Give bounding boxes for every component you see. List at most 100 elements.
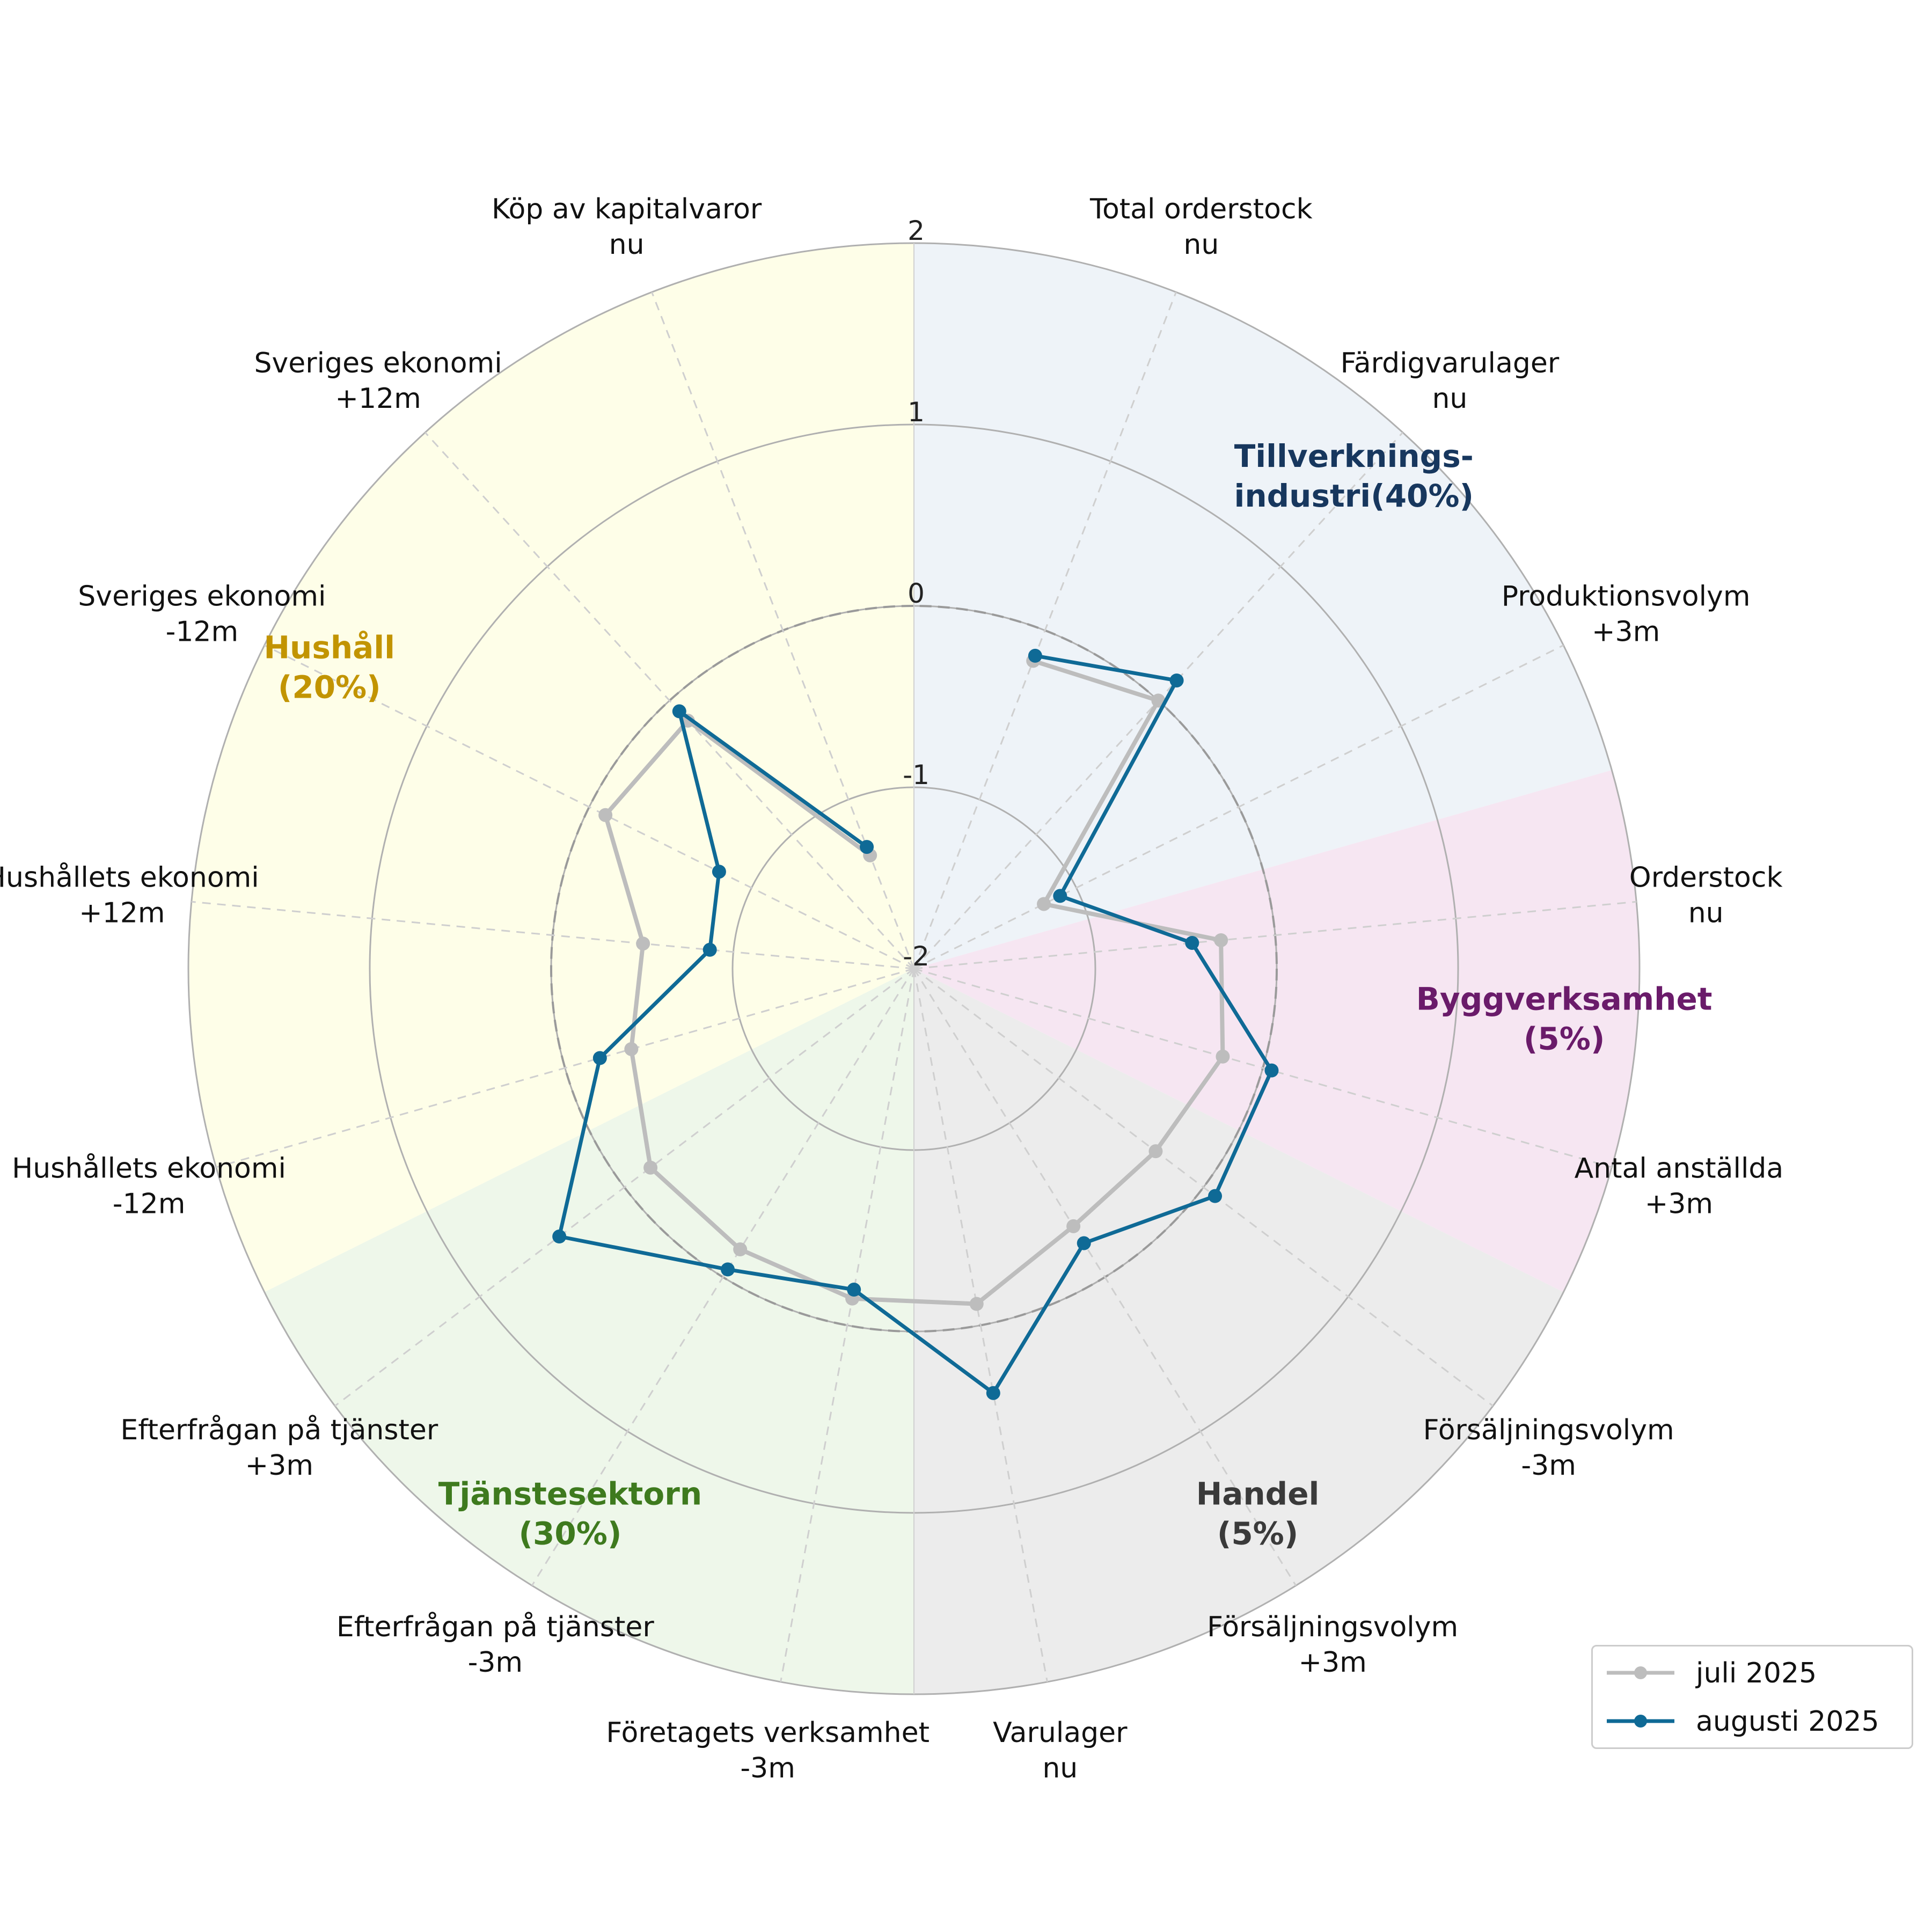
spoke-8 (780, 968, 915, 1682)
axis-label-3-line-0: Orderstock (1629, 861, 1783, 894)
series-1-point-1 (1169, 673, 1184, 687)
spoke-12 (191, 901, 914, 970)
spoke-6 (913, 968, 1297, 1586)
sector-wedge-tillverkning (914, 243, 1612, 969)
sector-wedge-hushall (188, 243, 914, 1292)
axis-label-12-line-1: +12m (79, 897, 165, 929)
spoke-13 (264, 645, 914, 970)
axis-label-12: Hushållets ekonomi +12m (0, 861, 259, 929)
series-1-point-13 (712, 865, 726, 879)
sector-label-handel-line-0: Handel (1196, 1476, 1320, 1512)
series-1-point-10 (552, 1230, 567, 1244)
axis-label-9: Efterfrågan på tjänster -3m (336, 1611, 654, 1679)
axis-label-10: Efterfrågan på tjänster +3m (120, 1414, 438, 1482)
series-1-point-2 (1053, 889, 1067, 903)
axis-label-8-line-0: Företagets verksamhet (606, 1717, 930, 1749)
series-1-point-0 (1028, 648, 1042, 663)
radial-tick-label-0: -2 (903, 941, 930, 972)
sector-label-bygg-line-1: (5%) (1524, 1020, 1605, 1057)
axis-label-14: Sveriges ekonomi +12m (254, 347, 502, 415)
axis-spokes (191, 291, 1637, 1682)
axis-label-7-line-1: nu (1042, 1752, 1078, 1784)
axis-label-3-line-1: nu (1688, 897, 1724, 929)
legend-item-juli: juli 2025 (1593, 1654, 1912, 1692)
axis-label-12-line-0: Hushållets ekonomi (0, 861, 259, 894)
axis-label-14-line-0: Sveriges ekonomi (254, 347, 502, 379)
spoke-10 (334, 968, 914, 1407)
axis-label-2-line-1: +3m (1592, 616, 1660, 648)
legend-swatch-juli (1607, 1666, 1674, 1679)
spoke-0 (913, 291, 1177, 969)
sector-label-tillverkning-line-1: industri(40%) (1234, 478, 1474, 514)
series-0-point-13 (598, 808, 613, 822)
spoke-5 (913, 968, 1494, 1407)
legend-swatch-augusti (1607, 1715, 1674, 1728)
axis-label-8: Företagets verksamhet -3m (606, 1717, 930, 1784)
axis-label-11-line-1: -12m (113, 1188, 186, 1220)
axis-label-6-line-1: +3m (1299, 1646, 1367, 1679)
spoke-7 (913, 968, 1048, 1682)
sector-label-handel: Handel (5%) (1196, 1476, 1320, 1552)
series-1-point-12 (702, 942, 717, 957)
spoke-4 (913, 968, 1612, 1168)
series-1-point-14 (672, 704, 686, 719)
sector-label-handel-line-1: (5%) (1217, 1516, 1299, 1552)
series-1-point-3 (1185, 935, 1199, 950)
series-1-point-11 (592, 1051, 607, 1065)
axis-label-5-line-0: Försäljningsvolym (1423, 1414, 1674, 1446)
sector-label-tillverkning: Tillverknings-industri(40%) (1234, 438, 1474, 514)
sector-wedge-bygg (914, 770, 1640, 1292)
axis-label-2: Produktionsvolym +3m (1502, 580, 1751, 648)
series-0-point-10 (643, 1160, 658, 1175)
series-1-point-9 (721, 1262, 735, 1277)
series-0-point-9 (733, 1242, 748, 1257)
axis-label-6: Försäljningsvolym +3m (1207, 1611, 1458, 1679)
axis-label-13-line-0: Sveriges ekonomi (78, 580, 326, 612)
spoke-2 (913, 645, 1564, 970)
axis-label-4-line-0: Antal anställda (1575, 1153, 1784, 1185)
radial-grid (187, 242, 1641, 1695)
series-0-point-4 (1216, 1049, 1230, 1064)
sector-label-tjanst-line-1: (30%) (519, 1516, 622, 1552)
axis-label-9-line-0: Efterfrågan på tjänster (336, 1611, 654, 1643)
axis-label-5-line-1: -3m (1521, 1450, 1576, 1482)
legend: juli 2025 augusti 2025 (1591, 1645, 1913, 1749)
spoke-11 (216, 968, 914, 1168)
sector-label-tjanst-line-0: Tjänstesektorn (438, 1476, 702, 1512)
axis-label-4: Antal anställda +3m (1575, 1153, 1784, 1220)
radial-tick-labels: -2 -1 0 1 2 (903, 215, 930, 972)
series-1-point-4 (1264, 1063, 1279, 1078)
series-0-point-7 (969, 1297, 984, 1311)
legend-item-augusti: augusti 2025 (1593, 1702, 1912, 1740)
data-series (552, 648, 1279, 1400)
series-1-point-15 (860, 840, 874, 854)
axis-label-7: Varulager nu (993, 1717, 1128, 1784)
axis-label-14-line-1: +12m (335, 383, 421, 415)
axis-label-8-line-1: -3m (740, 1752, 795, 1784)
axis-label-15-line-0: Köp av kapitalvaror (492, 193, 762, 225)
axis-label-0-line-1: nu (1183, 229, 1219, 261)
spoke-3 (913, 901, 1637, 970)
radial-tick-label-4: 2 (908, 215, 925, 246)
axis-label-1: Färdigvarulager nu (1341, 347, 1560, 415)
series-0-point-12 (636, 936, 650, 951)
series-0-point-3 (1214, 933, 1228, 947)
axis-label-1-line-0: Färdigvarulager (1341, 347, 1560, 379)
sector-wedge-tjanst (264, 969, 914, 1694)
spoke-9 (531, 968, 915, 1586)
axis-labels: Total orderstock nu Färdigvarulager nu Produ… (0, 193, 1783, 1784)
radial-tick-label-2: 0 (908, 578, 925, 609)
sector-wedge-handel (914, 969, 1564, 1694)
sector-labels: Tillverknings-industri(40%) Byggverksamhe… (264, 438, 1712, 1552)
radial-tick-label-3: 1 (908, 397, 925, 428)
axis-label-9-line-1: -3m (468, 1646, 523, 1679)
axis-label-15: Köp av kapitalvaror nu (492, 193, 762, 261)
axis-label-6-line-0: Försäljningsvolym (1207, 1611, 1458, 1643)
spoke-14 (425, 431, 915, 970)
sector-label-tjanst: Tjänstesektorn (30%) (438, 1476, 702, 1552)
series-1-point-5 (1208, 1189, 1223, 1203)
series-0-point-5 (1148, 1144, 1163, 1159)
series-1-point-7 (986, 1386, 1000, 1400)
series-0-point-6 (1066, 1219, 1081, 1233)
